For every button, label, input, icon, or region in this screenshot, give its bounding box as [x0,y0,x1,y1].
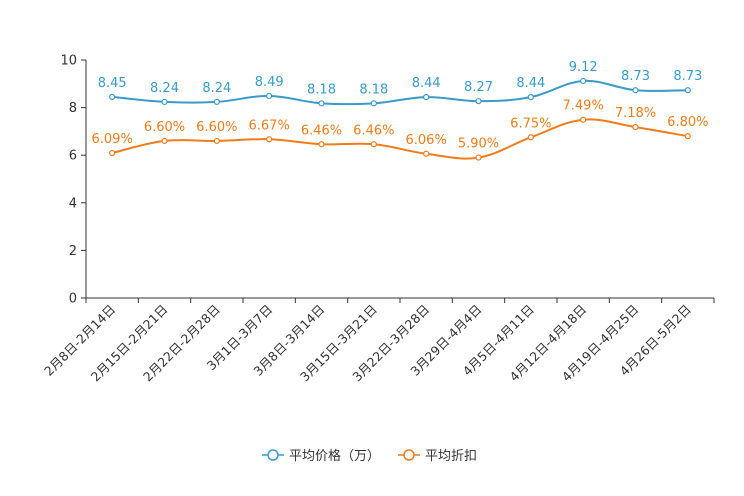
data-point [318,141,325,148]
data-point [266,136,273,143]
data-label: 8.24 [202,81,231,96]
legend-label: 平均折扣 [425,449,477,464]
data-point [213,98,220,105]
data-label: 8.44 [516,76,545,91]
data-label: 6.09% [92,132,133,147]
data-point [109,149,116,157]
series-line [111,118,689,160]
data-point [684,87,691,94]
data-point [161,137,168,145]
data-point [370,100,377,107]
y-tick-label: 8 [69,101,77,116]
y-tick-label: 4 [69,196,77,211]
data-label: 5.90% [458,137,499,152]
data-label: 6.80% [667,115,708,130]
y-tick-label: 6 [69,149,77,164]
data-label: 8.73 [673,69,702,84]
data-label: 8.44 [412,76,441,91]
legend: 平均价格（万） 平均折扣 [262,448,477,464]
data-point [580,116,587,123]
series-1: 8.45 8.24 8.24 8.49 8.18 8.18 8.44 8.27 8.44 9.12… [98,60,702,107]
data-label: 8.18 [359,82,388,97]
legend-item-1: 平均价格（万） [262,448,380,464]
data-label: 7.49% [563,99,604,114]
data-point [527,134,534,141]
data-label: 6.06% [406,133,447,148]
data-label: 6.75% [510,116,551,131]
data-label: 8.27 [464,80,493,95]
data-label: 6.60% [144,120,185,135]
y-tick-label: 0 [69,292,77,307]
data-label: 8.18 [307,82,336,97]
data-point [632,124,639,131]
y-tick-label: 10 [60,54,77,69]
data-point [109,93,116,100]
data-point [318,100,325,107]
data-point [527,94,534,101]
y-axis: 0 2 4 6 8 10 [60,54,87,307]
y-tick-label: 2 [69,244,77,259]
legend-marker-icon [403,449,415,461]
data-label: 8.24 [150,81,179,96]
legend-item-2: 平均折扣 [398,449,477,464]
data-label: 6.60% [196,120,237,135]
data-label: 8.73 [621,69,650,84]
data-point [423,94,430,101]
data-point [632,87,639,94]
data-point [684,133,691,140]
data-point [580,77,587,85]
data-point [213,137,220,145]
x-axis: 2月8日-2月14日2月15日-2月21日2月22日-2月28日3月1日-3月7… [41,297,715,384]
data-label: 8.45 [98,76,127,91]
data-point [475,98,482,105]
data-point [475,154,482,161]
data-point [370,141,377,148]
data-point [266,92,273,100]
legend-marker-icon [267,449,279,461]
data-label: 7.18% [615,106,656,121]
series-layer: 8.45 8.24 8.24 8.49 8.18 8.18 8.44 8.27 8.44 9.12… [92,60,708,161]
data-label: 6.67% [249,118,290,133]
data-label: 6.46% [353,123,394,138]
legend-label: 平均价格（万） [289,448,380,464]
data-label: 8.49 [255,75,284,90]
data-point [161,98,168,105]
series-2: 6.09% 6.60% 6.60% 6.67% 6.46% 6.46% 6.06% 5.90%… [92,99,708,161]
data-point [423,150,430,157]
series-line [112,79,688,106]
data-label: 6.46% [301,123,342,138]
data-label: 9.12 [569,60,598,75]
